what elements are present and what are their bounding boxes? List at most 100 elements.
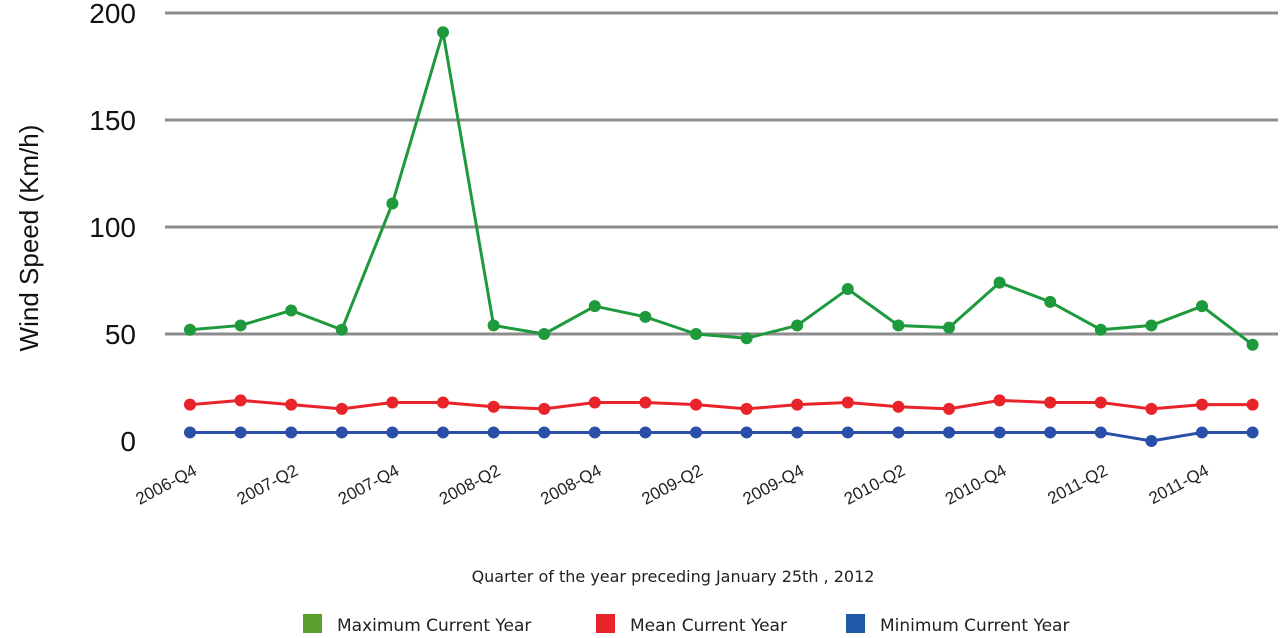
data-point: [588, 396, 601, 409]
data-point: [487, 400, 500, 413]
series-mean: [184, 394, 1259, 415]
data-point: [285, 426, 298, 439]
data-point: [184, 398, 196, 411]
data-point: [437, 426, 449, 439]
series-maximum: [184, 26, 1259, 351]
data-point: [1196, 398, 1208, 411]
data-point: [588, 426, 601, 439]
data-point: [943, 402, 955, 415]
data-point: [740, 426, 753, 439]
data-point: [234, 319, 247, 332]
y-tick-label: 150: [89, 105, 136, 136]
data-point: [335, 402, 348, 415]
data-point: [993, 394, 1006, 407]
data-point: [234, 426, 247, 439]
x-tick-label: 2009-Q2: [639, 461, 706, 509]
data-point: [791, 319, 804, 332]
y-tick-label: 200: [89, 0, 136, 29]
data-point: [285, 304, 298, 317]
x-tick-label: 2006-Q4: [133, 461, 200, 509]
data-point: [993, 276, 1006, 289]
data-point: [184, 323, 196, 336]
data-point: [538, 328, 551, 340]
legend: Maximum Current Year Mean Current Year Min…: [303, 614, 1069, 636]
series-line: [189, 398, 1253, 411]
legend-label: Maximum Current Year: [337, 616, 531, 636]
data-point: [1196, 300, 1208, 313]
data-point: [285, 398, 298, 411]
data-point: [386, 197, 399, 210]
legend-swatch: [846, 614, 865, 633]
data-point: [487, 426, 500, 439]
data-point: [841, 426, 854, 439]
legend-item: Maximum Current Year: [303, 614, 531, 636]
data-point: [892, 426, 905, 439]
data-point: [1145, 319, 1158, 332]
data-point: [740, 332, 753, 345]
y-tick-label: 50: [105, 319, 136, 350]
data-point: [1145, 435, 1158, 447]
data-point: [335, 426, 348, 439]
data-point: [437, 396, 449, 409]
series-line: [190, 430, 1253, 443]
data-point: [1196, 426, 1208, 439]
legend-item: Minimum Current Year: [846, 614, 1069, 636]
data-point: [892, 319, 905, 332]
data-point: [690, 398, 702, 411]
data-point: [1094, 426, 1107, 439]
x-tick-label: 2009-Q4: [740, 461, 807, 509]
data-point: [943, 426, 955, 439]
x-tick-label: 2011-Q2: [1044, 461, 1110, 508]
x-tick-label: 2007-Q4: [335, 461, 402, 509]
data-point: [386, 396, 399, 409]
data-point: [1044, 426, 1057, 439]
series-line: [189, 30, 1254, 346]
data-point: [943, 321, 955, 334]
x-tick-label: 2008-Q4: [537, 461, 604, 509]
x-axis-ticks: 2006-Q4 2007-Q2 2007-Q4 2008-Q2 2008-Q4 2009-…: [133, 461, 1212, 509]
legend-label: Mean Current Year: [630, 616, 787, 636]
data-point: [1094, 323, 1107, 336]
y-axis-label: Wind Speed (Km/h): [14, 125, 44, 352]
data-point: [1246, 338, 1259, 351]
data-point: [538, 426, 551, 439]
data-point: [892, 400, 905, 413]
data-point: [841, 283, 854, 296]
data-point: [740, 402, 753, 415]
y-axis-ticks: 0 50 100 150 200: [89, 0, 136, 457]
data-point: [184, 426, 196, 439]
data-point: [386, 426, 399, 439]
data-point: [639, 310, 652, 323]
data-point: [588, 300, 601, 313]
data-point: [1044, 295, 1057, 308]
series-group: [184, 26, 1259, 447]
data-point: [690, 426, 702, 439]
data-point: [1044, 396, 1057, 409]
data-point: [234, 394, 247, 407]
data-point: [690, 328, 702, 340]
y-tick-label: 0: [120, 426, 136, 457]
data-point: [791, 426, 804, 439]
legend-item: Mean Current Year: [596, 614, 787, 636]
data-point: [437, 26, 449, 39]
data-point: [538, 402, 551, 415]
data-point: [487, 319, 500, 332]
x-tick-label: 2010-Q4: [942, 461, 1009, 509]
x-tick-label: 2011-Q4: [1146, 461, 1212, 508]
data-point: [639, 426, 652, 439]
gridlines: [165, 11, 1278, 336]
data-point: [1246, 398, 1259, 411]
data-point: [1094, 396, 1107, 409]
data-point: [791, 398, 804, 411]
data-point: [993, 426, 1006, 439]
data-point: [639, 396, 652, 409]
data-point: [1246, 426, 1259, 439]
data-point: [1145, 402, 1158, 415]
x-tick-label: 2010-Q2: [841, 461, 908, 509]
legend-swatch: [596, 614, 615, 633]
x-tick-label: 2008-Q2: [436, 461, 503, 509]
x-tick-label: 2007-Q2: [234, 461, 301, 509]
legend-label: Minimum Current Year: [880, 616, 1069, 636]
data-point: [841, 396, 854, 409]
